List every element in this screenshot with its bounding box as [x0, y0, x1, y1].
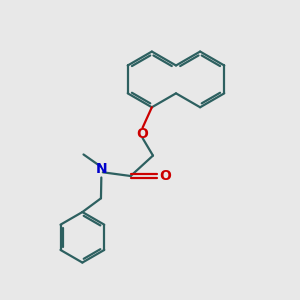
Text: O: O: [160, 169, 172, 183]
Text: O: O: [136, 128, 148, 141]
Text: N: N: [95, 162, 107, 176]
